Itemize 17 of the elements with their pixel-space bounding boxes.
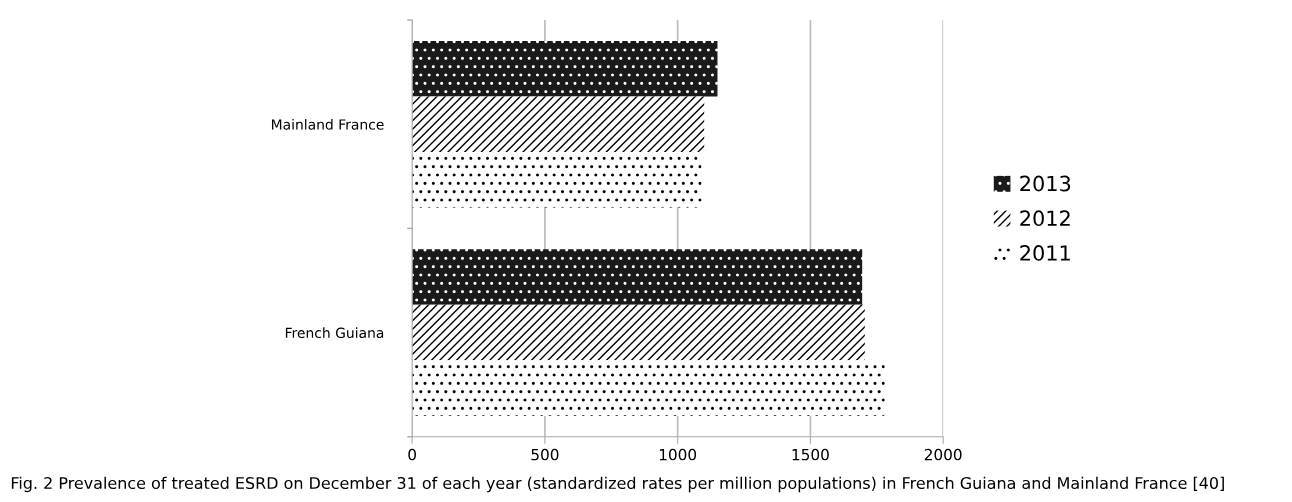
caption: Fig. 2 Prevalence of treated ESRD on December 31 of each year (standardized rates per million populations) in French Guiana and Mainland France [40]: [11, 476, 1224, 493]
bar: [412, 40, 718, 97]
bar: [412, 152, 702, 208]
x-tick-label: 0: [408, 448, 416, 461]
legend-label: 2013: [1020, 175, 1071, 192]
y-tick-label: French Guiana: [285, 327, 384, 339]
y-tick-label: Mainland France: [271, 118, 384, 130]
legend-label: 2012: [1020, 210, 1070, 227]
x-tick-label: 500: [531, 448, 559, 461]
bar: [412, 249, 863, 305]
bar: [412, 360, 885, 416]
legend-label: 2011: [1020, 245, 1070, 261]
x-tick-label: 2000: [924, 448, 962, 461]
bar: [412, 96, 705, 153]
x-tick-label: 1000: [659, 448, 697, 461]
bar: [412, 304, 865, 361]
x-tick-label: 1500: [792, 448, 829, 461]
